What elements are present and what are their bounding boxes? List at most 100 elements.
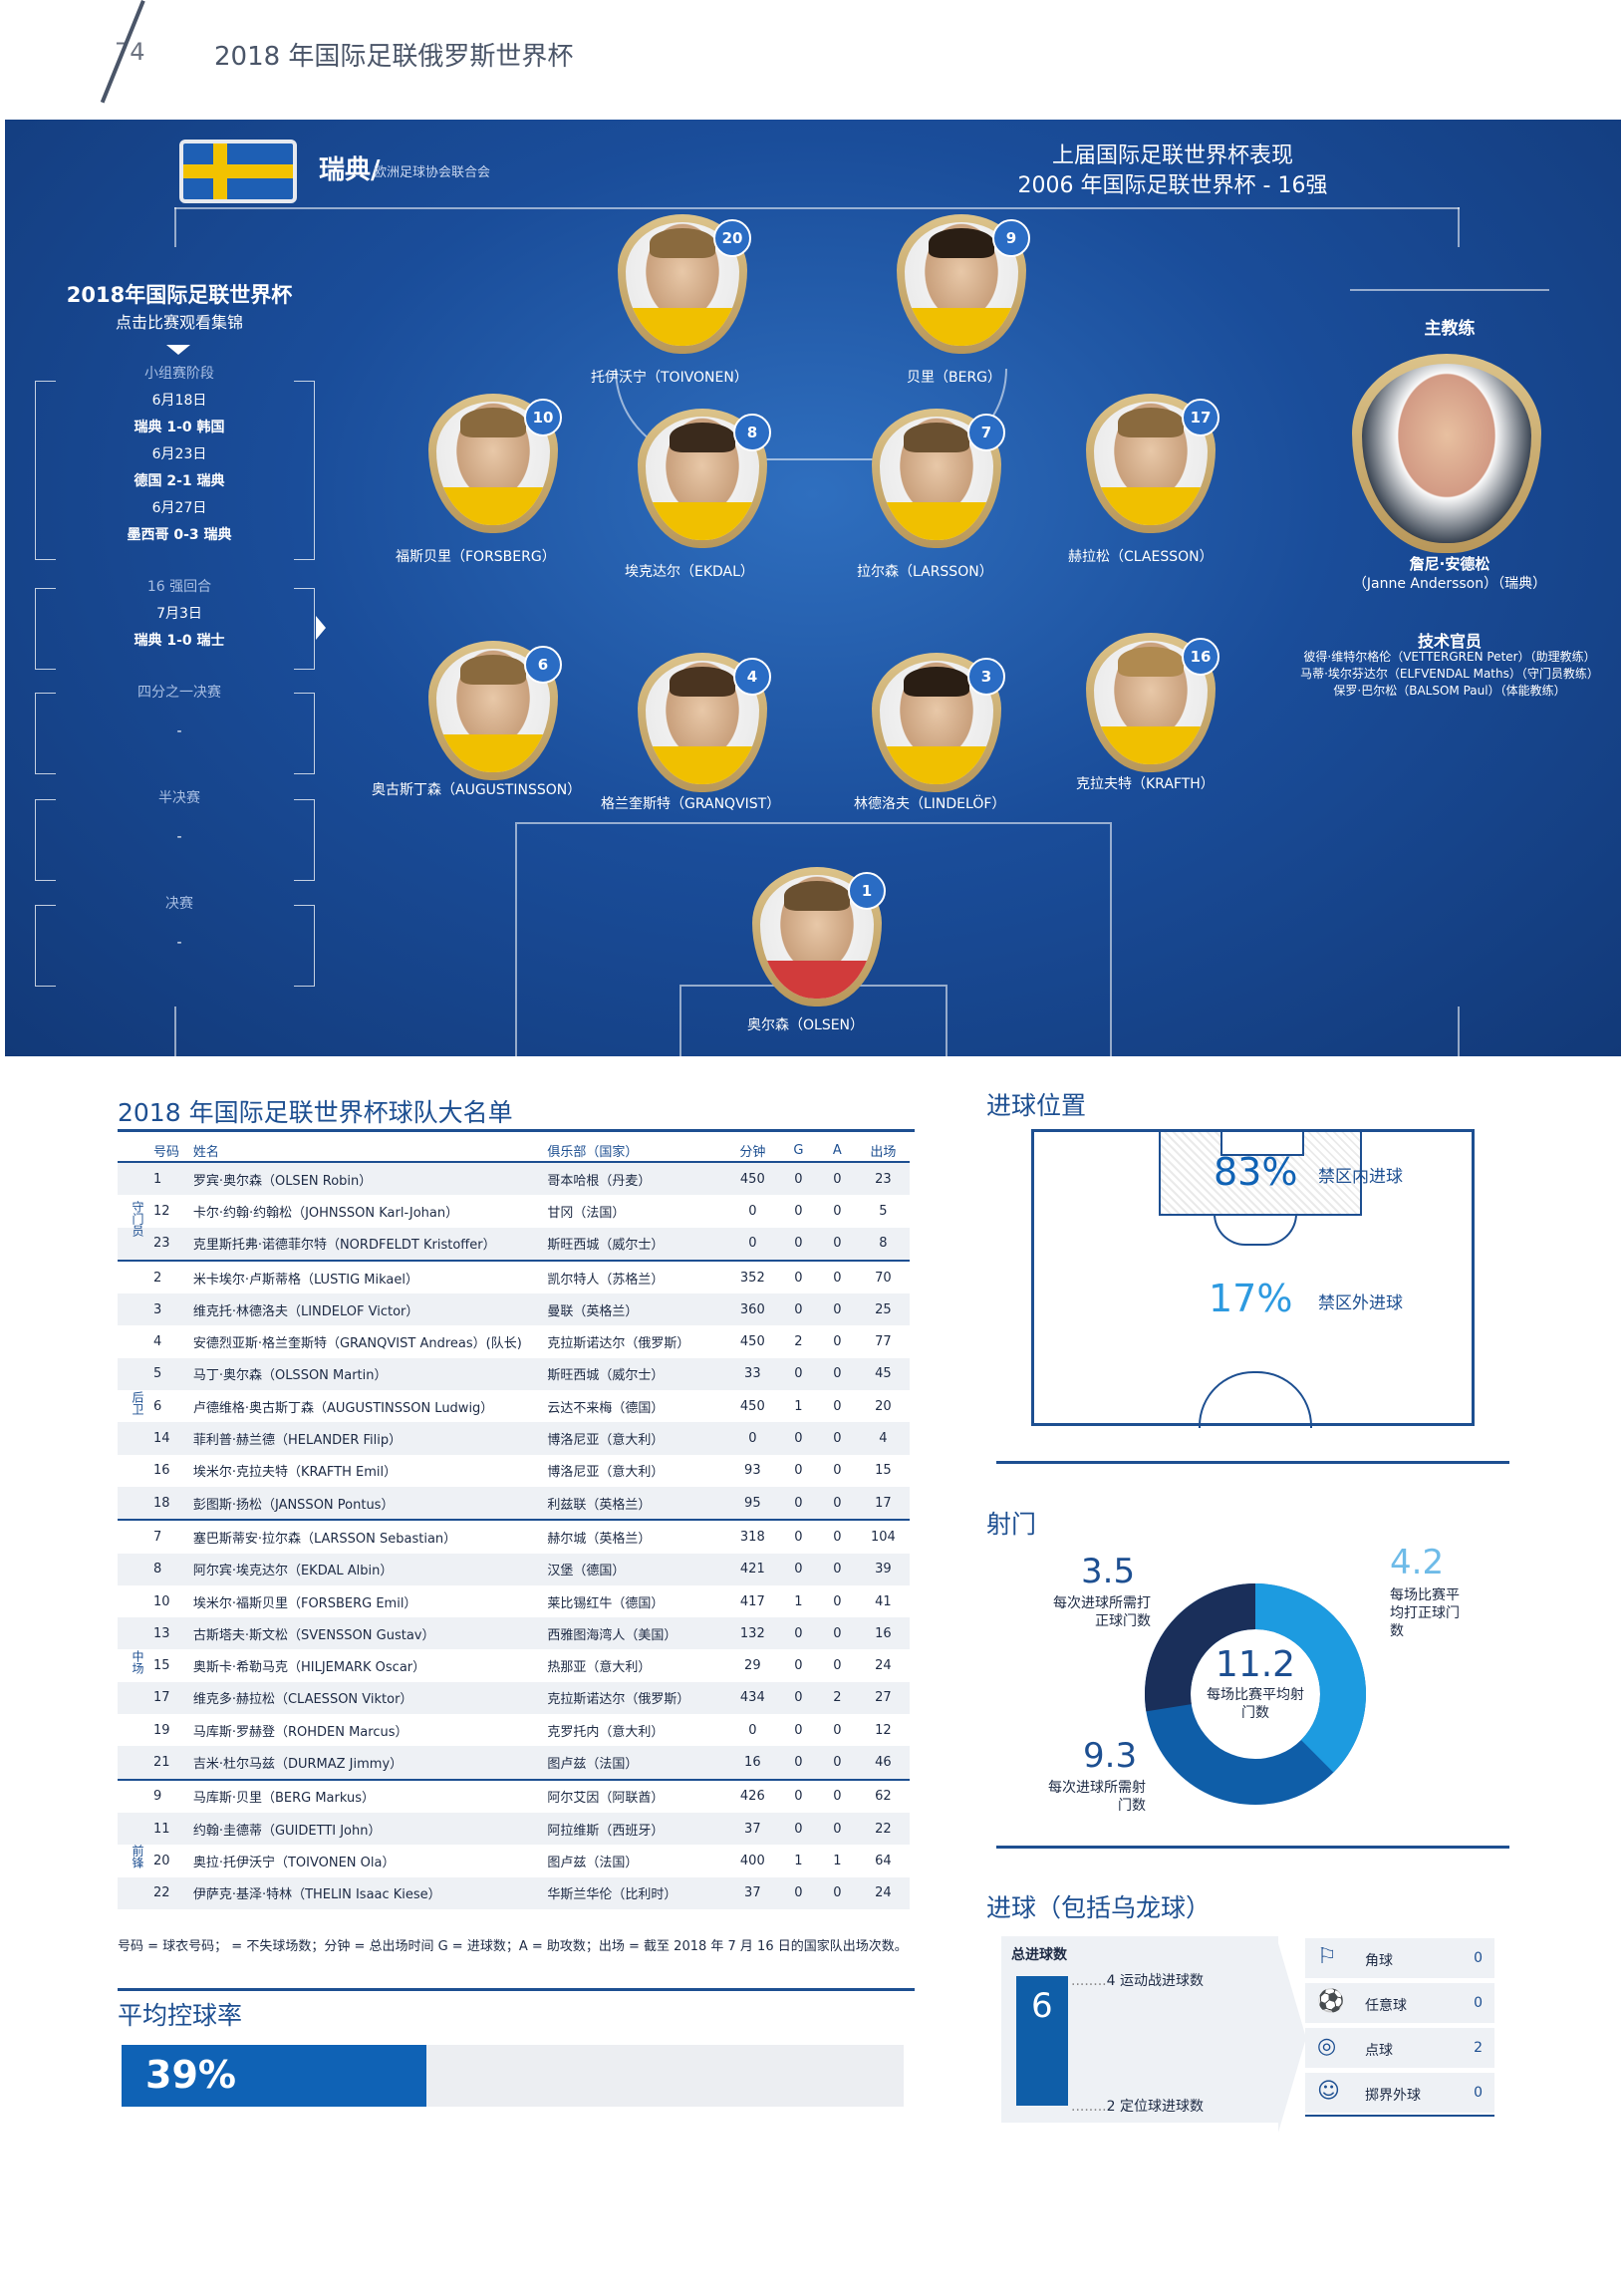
player-name: 林德洛夫（LINDELÖF） <box>854 796 1006 812</box>
coach-label: 主教练 <box>1424 319 1476 339</box>
cell-goals: 1 <box>794 1398 803 1414</box>
cell-caps: 64 <box>875 1853 892 1868</box>
player-card[interactable]: 17 <box>1076 389 1225 538</box>
match-result[interactable]: 德国 2-1 瑞典 <box>134 473 225 489</box>
goal-area <box>1220 1132 1304 1156</box>
cell-minutes: 37 <box>725 1876 779 1909</box>
jersey-number: 20 <box>713 219 751 257</box>
player-card[interactable]: 16 <box>1076 628 1225 777</box>
cell-minutes: 450 <box>739 1398 765 1414</box>
match-result[interactable]: 瑞典 1-0 韩国 <box>134 420 225 435</box>
cell-name: 吉米·杜尔马兹（DURMAZ Jimmy） <box>188 1746 544 1780</box>
shots-per-goal-value: 9.3 <box>1083 1736 1138 1776</box>
outside-box-label: 禁区外进球 <box>1318 1293 1403 1313</box>
col-goals: G <box>778 1139 818 1163</box>
cell-club: 西雅图海湾人（美国） <box>543 1617 726 1650</box>
table-row: 6 卢德维格·奥古斯丁森（AUGUSTINSSON Ludwig） 云达不来梅（德国… <box>118 1390 910 1422</box>
highlights-link[interactable]: 点击比赛观看集锦 <box>115 313 243 332</box>
match-result[interactable]: 墨西哥 0-3 瑞典 <box>127 527 232 543</box>
goal-location-rule <box>996 1461 1509 1464</box>
table-row: 20 奥拉·托伊沃宁（TOIVONEN Ola） 图卢兹（法国） 400 1 1 64 <box>118 1845 910 1876</box>
cell-name: 埃米尔·克拉夫特（KRAFTH Emil） <box>192 1465 398 1481</box>
goals-bar <box>1016 1976 1068 2106</box>
player-card[interactable]: 6 <box>418 636 568 785</box>
table-row: 4 安德烈亚斯·格兰奎斯特（GRANQVIST Andreas）(队长) 克拉斯诺达… <box>118 1325 910 1357</box>
team-confederation: 欧洲足球协会联合会 <box>374 165 491 180</box>
cell-assists: 0 <box>817 1746 857 1780</box>
cell-minutes: 93 <box>744 1463 761 1479</box>
cell-goals: 0 <box>778 1357 818 1391</box>
jersey-number: 10 <box>524 399 562 436</box>
goal-type-value: 0 <box>1474 1950 1483 1966</box>
cell-minutes: 318 <box>725 1519 779 1554</box>
player-card[interactable]: 9 <box>887 209 1036 359</box>
center-circle <box>1199 1371 1312 1428</box>
cell-assists: 0 <box>817 1553 857 1585</box>
player-card[interactable]: 7 <box>862 404 1011 553</box>
set-piece-label: 2 定位球进球数 <box>1106 2099 1204 2115</box>
cell-minutes: 360 <box>725 1293 779 1326</box>
cell-caps: 24 <box>875 1658 892 1674</box>
cell-goals: 2 <box>794 1334 803 1350</box>
shots-title: 射门 <box>986 1510 1037 1539</box>
cell-goals: 1 <box>794 1593 803 1609</box>
cell-caps: 70 <box>856 1259 910 1294</box>
jersey-number: 8 <box>733 414 771 451</box>
possession-bar: 39% <box>122 2045 904 2107</box>
cell-assists: 0 <box>817 1259 857 1294</box>
goal-type-throw-in: ☺ 掷界外球 0 <box>1305 2073 1494 2113</box>
chevron-right-icon <box>316 616 326 640</box>
goal-type-value: 0 <box>1474 1995 1483 2011</box>
cell-goals: 0 <box>778 1519 818 1554</box>
roster-table: 号码 姓名 俱乐部（国家） 分钟 G A 出场 1 罗宾·奥尔森（OLSEN Ro… <box>118 1139 910 1909</box>
table-row: 16 埃米尔·克拉夫特（KRAFTH Emil） 博洛尼亚（意大利） 93 0 0 15 <box>118 1455 910 1487</box>
match-result[interactable]: 瑞典 1-0 瑞士 <box>134 633 225 649</box>
cell-club: 阿尔艾因（阿联酋） <box>543 1778 726 1813</box>
cell-assists: 2 <box>817 1681 857 1715</box>
cell-club: 凯尔特人（苏格兰） <box>543 1259 726 1294</box>
cell-club: 利兹联（英格兰） <box>543 1486 726 1521</box>
player-name: 埃克达尔（EKDAL） <box>625 564 754 580</box>
player-card[interactable]: 3 <box>862 648 1011 797</box>
cell-goals: 0 <box>794 1722 803 1738</box>
table-row: 10 埃米尔·福斯贝里（FORSBERG Emil） 莱比锡红牛（德国） 417 1 0 4… <box>118 1585 910 1617</box>
cell-club: 阿拉维斯（西班牙） <box>543 1812 726 1846</box>
cell-caps: 46 <box>856 1746 910 1780</box>
cell-caps: 62 <box>856 1778 910 1813</box>
cell-caps: 4 <box>856 1422 910 1455</box>
cell-assists: 0 <box>833 1334 842 1350</box>
on-target-per-match-label: 每场比赛平均打正球门数 <box>1390 1587 1460 1639</box>
cell-caps: 104 <box>856 1519 910 1554</box>
table-row: 1 罗宾·奥尔森（OLSEN Robin） 哥本哈根（丹麦） 450 0 0 23 <box>118 1162 910 1196</box>
match-date: 6月18日 <box>151 393 207 409</box>
outside-box-pct: 17% <box>1209 1277 1293 1320</box>
cell-name: 伊萨克·基泽·特林（THELIN Isaac Kiese） <box>188 1876 544 1909</box>
cell-caps: 15 <box>875 1463 892 1479</box>
semi-final: 半决赛 - <box>40 785 319 851</box>
round-of-16: 16 强回合 7月3日 瑞典 1-0 瑞士 <box>40 574 319 655</box>
table-row: 19 马库斯·罗赫登（ROHDEN Marcus） 克罗托内（意大利） 0 0 0 12 <box>118 1714 910 1746</box>
shots-donut-chart <box>1145 1583 1366 1805</box>
cell-minutes: 0 <box>748 1722 757 1738</box>
penalty-icon: ◎ <box>1317 2034 1337 2059</box>
player-card[interactable]: 20 <box>608 209 757 359</box>
cell-assists: 0 <box>833 1398 842 1414</box>
jersey-number: 9 <box>992 219 1030 257</box>
jersey-number: 17 <box>1182 399 1219 436</box>
jersey-number: 1 <box>848 872 886 910</box>
on-target-per-goal-value: 3.5 <box>1081 1552 1136 1591</box>
player-card[interactable]: 1 <box>742 862 892 1011</box>
cell-caps: 24 <box>856 1876 910 1909</box>
player-card[interactable]: 8 <box>628 404 777 553</box>
cell-goals: 0 <box>778 1486 818 1521</box>
cell-minutes: 434 <box>725 1681 779 1715</box>
player-name: 克拉夫特（KRAFTH） <box>1076 776 1215 792</box>
cell-goals: 0 <box>794 1203 803 1219</box>
player-card[interactable]: 10 <box>418 389 568 538</box>
cell-assists: 0 <box>817 1519 857 1554</box>
table-row: 11 约翰·圭德蒂（GUIDETTI John） 阿拉维斯（西班牙） 37 0 0 22 <box>118 1812 910 1846</box>
final-value: - <box>176 935 182 951</box>
cell-number: 11 <box>118 1812 189 1846</box>
goals-title: 进球（包括乌龙球） <box>986 1893 1212 1922</box>
player-card[interactable]: 4 <box>628 648 777 797</box>
